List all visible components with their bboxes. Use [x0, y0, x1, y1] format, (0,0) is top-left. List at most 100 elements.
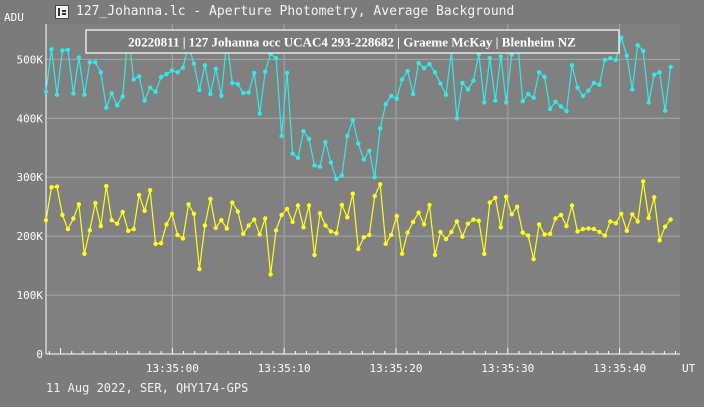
data-point	[43, 218, 49, 223]
data-point	[279, 133, 284, 139]
data-point	[43, 89, 49, 95]
data-point	[575, 229, 580, 234]
data-point	[54, 184, 60, 189]
data-point	[405, 68, 410, 74]
data-point	[553, 216, 558, 221]
data-point	[493, 98, 498, 103]
data-point	[635, 219, 640, 224]
data-point	[246, 223, 251, 228]
data-point	[646, 100, 651, 105]
data-point	[668, 64, 673, 70]
data-point	[158, 74, 164, 80]
data-point	[312, 252, 317, 258]
data-series	[43, 30, 673, 277]
data-point	[405, 230, 410, 235]
data-point	[93, 200, 98, 206]
chart-title-box: 20220811 | 127 Johanna occ UCAC4 293-228…	[85, 29, 620, 54]
data-point	[454, 116, 460, 121]
data-point	[345, 133, 350, 139]
data-point	[591, 226, 597, 232]
data-point	[630, 87, 635, 92]
data-point	[323, 139, 328, 145]
data-point	[186, 202, 191, 207]
data-point	[389, 93, 394, 99]
data-point	[487, 200, 492, 205]
data-point	[378, 182, 383, 187]
data-point	[328, 229, 334, 234]
data-point	[662, 108, 668, 113]
data-point	[635, 43, 640, 48]
data-point	[115, 103, 120, 108]
data-point	[235, 209, 240, 214]
data-point	[268, 272, 273, 277]
data-point	[356, 246, 361, 252]
data-point	[569, 203, 575, 208]
data-point	[356, 141, 361, 146]
data-point	[290, 219, 295, 225]
data-point	[662, 224, 668, 229]
data-point	[531, 95, 536, 100]
data-point	[142, 208, 147, 213]
data-point	[208, 91, 213, 97]
y-tick-label: 0	[36, 348, 43, 361]
data-point	[98, 70, 104, 75]
data-point	[175, 70, 180, 75]
data-point	[498, 225, 503, 230]
data-point	[246, 90, 251, 95]
data-point	[526, 91, 531, 97]
data-point	[301, 225, 306, 230]
data-point	[197, 266, 202, 272]
data-point	[383, 241, 388, 246]
data-point	[460, 80, 465, 86]
data-point	[263, 69, 268, 74]
data-point	[273, 56, 279, 61]
data-point	[235, 81, 240, 87]
data-point	[542, 232, 547, 237]
data-point	[202, 63, 208, 68]
data-point	[367, 232, 372, 238]
data-point	[504, 100, 509, 105]
data-point	[602, 233, 608, 238]
data-point	[82, 92, 87, 97]
data-point	[76, 55, 82, 60]
data-point	[641, 179, 646, 184]
data-point	[624, 228, 629, 233]
data-point	[241, 90, 246, 96]
x-tick-label: 13:35:00	[146, 362, 199, 375]
data-point	[241, 231, 246, 236]
data-point	[136, 74, 142, 79]
data-point	[597, 229, 602, 235]
data-point	[443, 92, 449, 97]
data-point	[328, 160, 334, 165]
data-point	[219, 93, 224, 99]
data-point	[383, 101, 388, 107]
data-point	[142, 98, 147, 103]
data-point	[317, 164, 323, 169]
data-point	[410, 219, 416, 225]
photometry-app-icon[interactable]	[55, 5, 69, 19]
data-point	[493, 195, 498, 200]
data-point	[65, 47, 71, 53]
data-point	[230, 80, 235, 86]
x-tick-label: 13:35:30	[481, 362, 534, 375]
axes: 0 100K 200K 300K 400K 500K 13:35:00 13:35:10 13:…	[17, 24, 680, 375]
y-tick-label: 200K	[17, 230, 44, 243]
data-point	[432, 70, 438, 75]
data-point	[630, 212, 635, 217]
chart-title: 20220811 | 127 Johanna occ UCAC4 293-228…	[128, 35, 576, 50]
data-point	[301, 129, 306, 134]
data-point	[471, 78, 476, 83]
data-point	[586, 88, 591, 93]
data-point	[460, 234, 465, 239]
data-point	[547, 231, 553, 236]
data-point	[284, 206, 290, 212]
data-point	[295, 155, 301, 160]
data-point	[487, 56, 492, 61]
data-point	[208, 196, 213, 202]
data-point	[230, 200, 235, 205]
data-point	[213, 225, 218, 231]
data-point	[263, 216, 268, 221]
data-point	[394, 96, 399, 102]
y-tick-label: 100K	[17, 289, 44, 302]
